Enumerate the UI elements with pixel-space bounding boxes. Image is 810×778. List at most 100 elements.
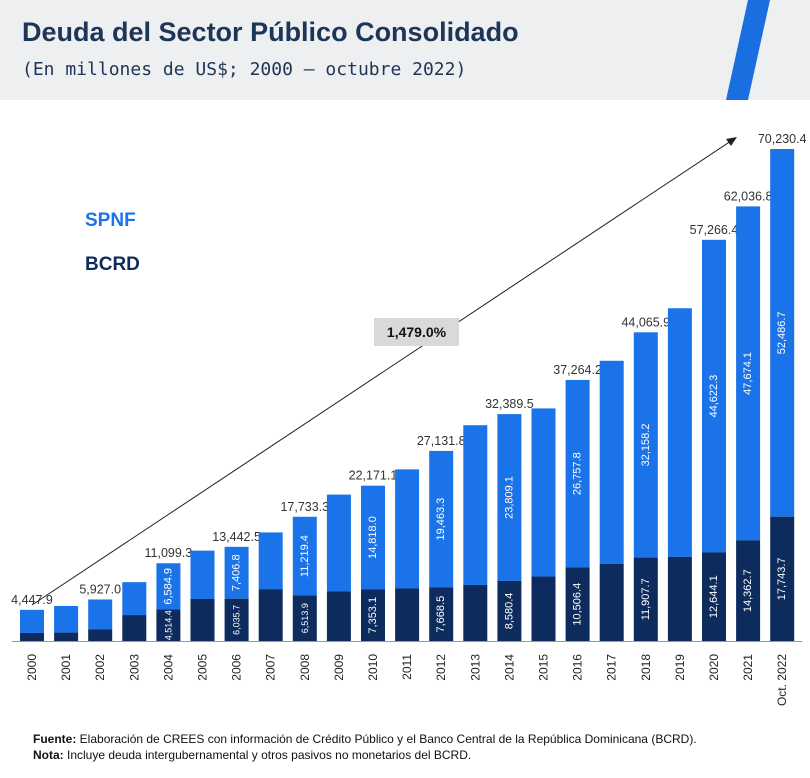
bar-spnf bbox=[190, 550, 215, 599]
header-banner: Deuda del Sector Público Consolidado (En… bbox=[0, 0, 810, 100]
bar-spnf bbox=[156, 563, 181, 610]
bar-spnf bbox=[88, 599, 113, 630]
x-tick-label: 2014 bbox=[502, 654, 516, 681]
bar-bcrd bbox=[531, 576, 556, 641]
spnf-value-label: 47,674.1 bbox=[742, 352, 754, 395]
total-value-label: 17,733.3 bbox=[280, 500, 329, 514]
bcrd-value-label: 10,506.4 bbox=[572, 583, 584, 626]
bar-spnf bbox=[565, 379, 590, 568]
x-tick-label: 2002 bbox=[93, 654, 107, 681]
growth-arrow-line bbox=[31, 141, 730, 606]
x-tick-label: 2012 bbox=[434, 654, 448, 681]
footer-source: Fuente: Elaboración de CREES con informa… bbox=[33, 731, 697, 747]
bar-spnf bbox=[122, 582, 147, 616]
bcrd-value-label: 6,035.7 bbox=[232, 605, 242, 635]
legend-bcrd: BCRD bbox=[85, 254, 140, 275]
total-value-label: 4,447.9 bbox=[11, 593, 53, 607]
total-value-label: 32,389.5 bbox=[485, 397, 534, 411]
bar-bcrd bbox=[20, 632, 44, 641]
spnf-value-label: 52,486.7 bbox=[776, 311, 788, 354]
bar-bcrd bbox=[122, 615, 147, 641]
x-tick-label: 2020 bbox=[707, 654, 721, 681]
total-value-label: 13,442.5 bbox=[212, 530, 261, 544]
bar-spnf bbox=[292, 516, 317, 596]
note-text: Incluye deuda intergubernamental y otros… bbox=[63, 748, 472, 762]
bar-bcrd bbox=[736, 540, 761, 641]
spnf-value-label: 23,809.1 bbox=[503, 476, 515, 519]
bar-bcrd bbox=[224, 598, 249, 641]
x-tick-label: 2017 bbox=[605, 654, 619, 681]
page-title: Deuda del Sector Público Consolidado bbox=[22, 17, 519, 47]
bar-spnf bbox=[497, 414, 522, 581]
x-tick-label: 2019 bbox=[673, 654, 687, 681]
spnf-value-label: 26,757.8 bbox=[572, 452, 584, 495]
bar-bcrd bbox=[54, 632, 79, 641]
bar-spnf bbox=[770, 149, 795, 517]
bar-bcrd bbox=[565, 567, 590, 641]
x-tick-label: 2013 bbox=[468, 654, 482, 681]
bar-bcrd bbox=[292, 595, 317, 641]
bar-spnf bbox=[429, 450, 454, 588]
bar-bcrd bbox=[258, 589, 283, 641]
bar-bcrd bbox=[395, 588, 420, 641]
bcrd-value-label: 17,743.7 bbox=[776, 557, 788, 600]
bar-bcrd bbox=[463, 584, 488, 641]
total-value-label: 37,264.2 bbox=[553, 363, 602, 377]
bar-bcrd bbox=[667, 556, 692, 641]
total-value-label: 22,171.1 bbox=[349, 469, 398, 483]
bar-spnf bbox=[736, 206, 761, 541]
total-value-label: 70,230.4 bbox=[758, 132, 807, 146]
x-tick-label: 2021 bbox=[741, 654, 755, 681]
spnf-value-label: 11,219.4 bbox=[299, 535, 311, 577]
total-value-label: 57,266.4 bbox=[690, 223, 739, 237]
spnf-value-label: 19,463.3 bbox=[435, 498, 447, 541]
source-label: Fuente: bbox=[33, 732, 77, 746]
bar-spnf bbox=[224, 546, 249, 599]
x-tick-label: 2003 bbox=[127, 654, 141, 681]
bar-bcrd bbox=[156, 609, 181, 641]
bar-bcrd bbox=[88, 629, 113, 641]
bar-bcrd bbox=[702, 552, 726, 641]
x-tick-label: 2009 bbox=[332, 654, 346, 681]
bcrd-value-label: 7,668.5 bbox=[435, 596, 447, 633]
x-tick-label: 2016 bbox=[571, 654, 585, 681]
x-tick-label: 2006 bbox=[230, 654, 244, 681]
total-value-label: 5,927.0 bbox=[79, 582, 121, 596]
bar-spnf bbox=[395, 469, 420, 589]
x-tick-label: 2001 bbox=[59, 654, 73, 681]
bcrd-value-label: 7,353.1 bbox=[367, 597, 379, 634]
bar-bcrd bbox=[326, 591, 351, 641]
bar-bcrd bbox=[633, 557, 658, 641]
bar-bcrd bbox=[190, 598, 215, 641]
note-label: Nota: bbox=[33, 748, 64, 762]
footer-note: Nota: Incluye deuda intergubernamental y… bbox=[33, 747, 697, 763]
bar-spnf bbox=[463, 425, 488, 585]
bcrd-value-label: 8,580.4 bbox=[503, 593, 515, 630]
x-tick-label: 2000 bbox=[25, 654, 39, 681]
source-text: Elaboración de CREES con información de … bbox=[76, 732, 697, 746]
total-value-label: 62,036.8 bbox=[724, 189, 773, 203]
bar-spnf bbox=[531, 408, 556, 577]
x-tick-label: Oct. 2022 bbox=[775, 654, 789, 706]
total-value-label: 27,131.8 bbox=[417, 434, 466, 448]
growth-label: 1,479.0% bbox=[387, 324, 447, 340]
bar-bcrd bbox=[429, 587, 454, 641]
x-tick-label: 2011 bbox=[400, 654, 414, 680]
x-tick-label: 2007 bbox=[264, 654, 278, 681]
bcrd-value-label: 14,362.7 bbox=[742, 569, 754, 612]
spnf-value-label: 44,622.3 bbox=[708, 375, 720, 418]
bar-spnf bbox=[361, 485, 385, 590]
x-tick-label: 2005 bbox=[196, 654, 210, 681]
footer-notes: Fuente: Elaboración de CREES con informa… bbox=[33, 731, 697, 763]
bcrd-value-label: 11,907.7 bbox=[640, 578, 652, 620]
bar-spnf bbox=[667, 308, 692, 557]
x-tick-label: 2008 bbox=[298, 654, 312, 681]
total-value-label: 44,065.9 bbox=[621, 315, 670, 329]
growth-label-box bbox=[374, 318, 459, 346]
bcrd-value-label: 12,644.1 bbox=[708, 575, 720, 618]
spnf-value-label: 14,818.0 bbox=[367, 516, 379, 559]
bcrd-value-label: 4,514.4 bbox=[163, 610, 173, 640]
spnf-value-label: 32,158.2 bbox=[640, 424, 652, 467]
bar-bcrd bbox=[770, 516, 795, 641]
page-subtitle: (En millones de US$; 2000 – octubre 2022… bbox=[22, 59, 467, 80]
